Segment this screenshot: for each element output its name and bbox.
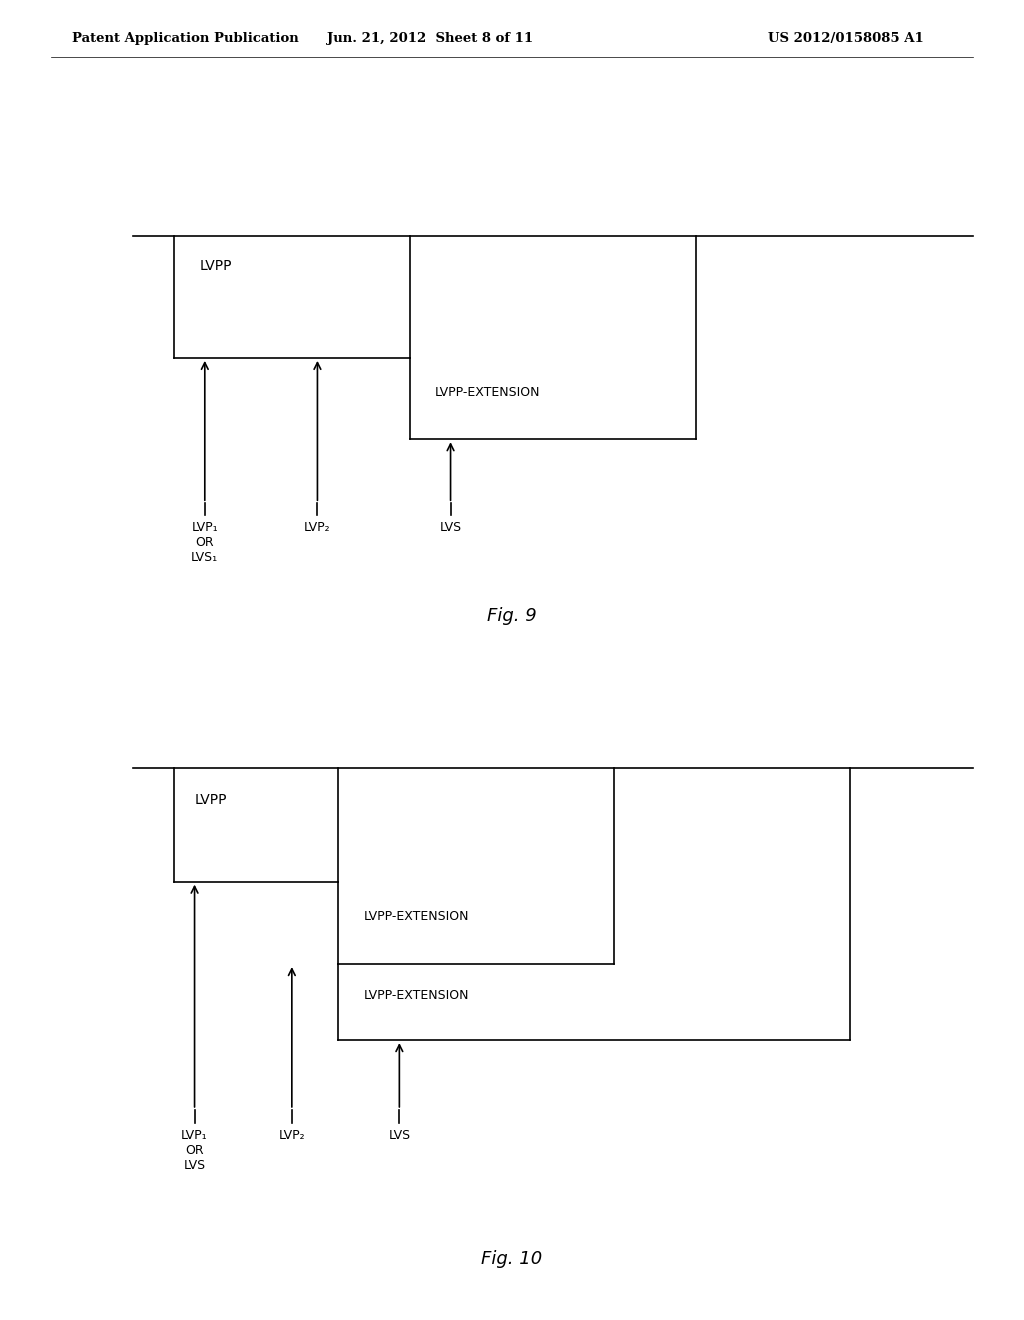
Text: LVP₁
OR
LVS₁: LVP₁ OR LVS₁ (191, 520, 218, 564)
Text: Fig. 9: Fig. 9 (487, 607, 537, 626)
Text: LVPP-EXTENSION: LVPP-EXTENSION (364, 909, 469, 923)
Text: LVPP: LVPP (195, 793, 227, 807)
Text: LVPP: LVPP (200, 259, 232, 273)
Text: LVP₂: LVP₂ (304, 520, 331, 533)
Text: LVS: LVS (388, 1129, 411, 1142)
Text: LVS: LVS (439, 520, 462, 533)
Text: Jun. 21, 2012  Sheet 8 of 11: Jun. 21, 2012 Sheet 8 of 11 (327, 32, 534, 45)
Text: Fig. 10: Fig. 10 (481, 1250, 543, 1269)
Text: Patent Application Publication: Patent Application Publication (72, 32, 298, 45)
Text: US 2012/0158085 A1: US 2012/0158085 A1 (768, 32, 924, 45)
Text: LVPP-EXTENSION: LVPP-EXTENSION (435, 387, 541, 400)
Text: LVP₂: LVP₂ (279, 1129, 305, 1142)
Text: LVP₁
OR
LVS: LVP₁ OR LVS (181, 1129, 208, 1172)
Text: LVPP-EXTENSION: LVPP-EXTENSION (364, 989, 469, 1002)
